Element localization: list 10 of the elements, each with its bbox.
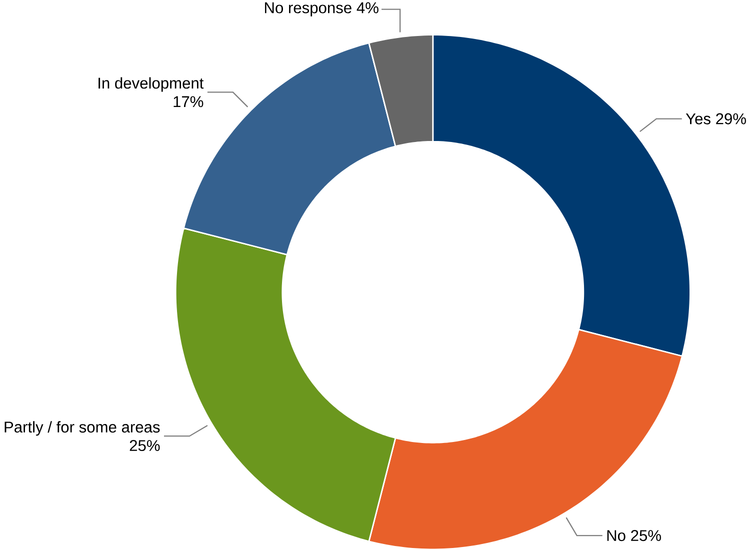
slice-label: In development — [98, 77, 204, 92]
data-label: 25% — [130, 440, 160, 451]
data-label: 17% — [174, 96, 204, 108]
slice-label: Yes — [686, 113, 710, 124]
slice-label: Partly / for some areas — [4, 421, 160, 436]
data-label: 4% — [356, 2, 378, 14]
slice-label: No response — [265, 2, 352, 16]
data-label: 25% — [631, 530, 661, 542]
slice-label: No — [607, 530, 626, 542]
data-label: 29% — [716, 113, 746, 124]
